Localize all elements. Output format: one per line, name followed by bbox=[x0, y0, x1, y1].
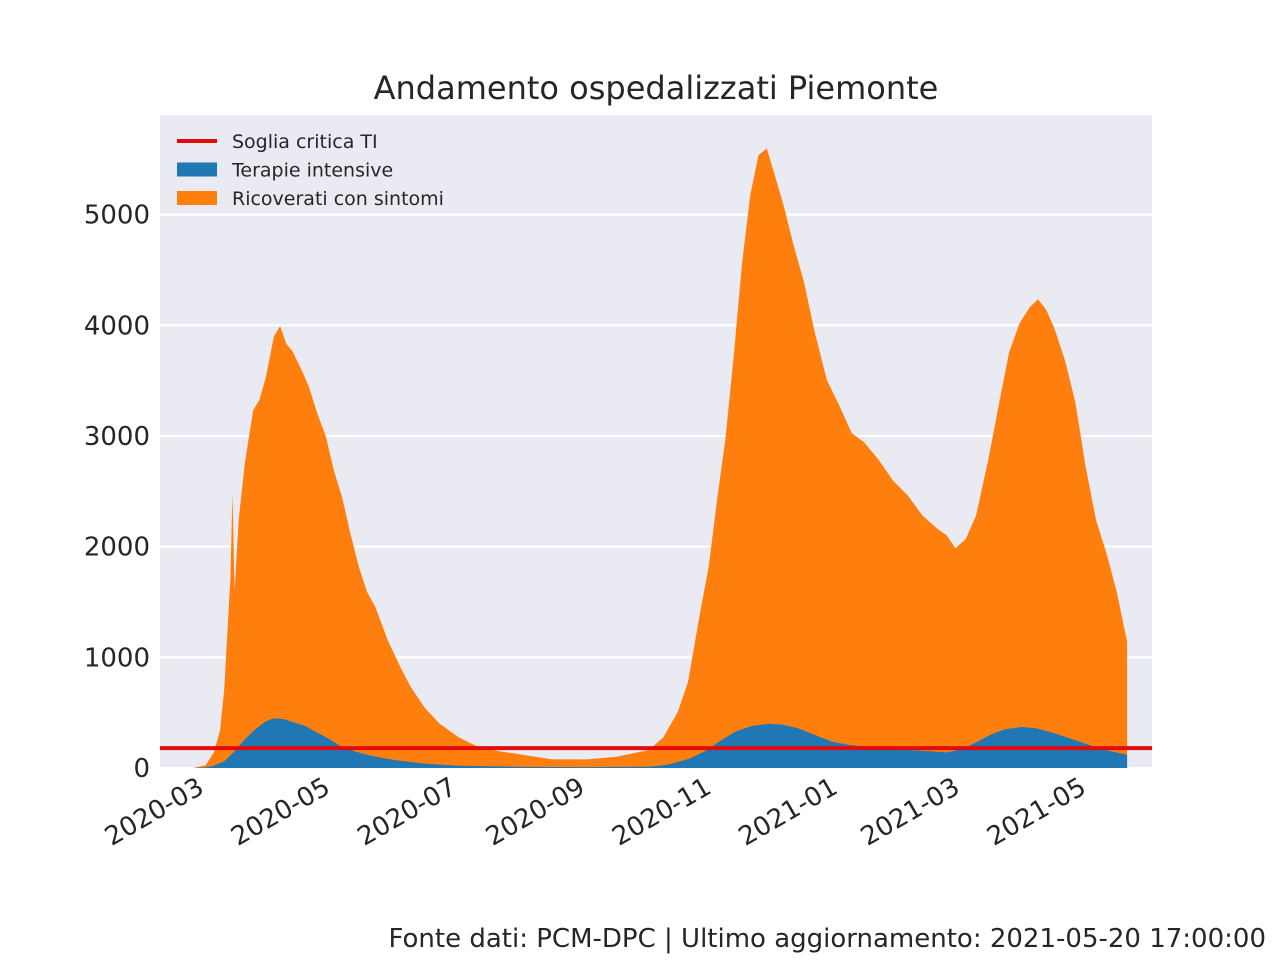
y-axis: 0 1000 2000 3000 4000 5000 bbox=[84, 201, 150, 784]
areas bbox=[193, 148, 1128, 768]
x-tick-label: 2021-05 bbox=[982, 772, 1091, 852]
y-tick-label: 5000 bbox=[84, 201, 150, 231]
x-axis: 2020-03 2020-05 2020-07 2020-09 2020-11 2021-… bbox=[100, 772, 1091, 852]
x-tick-label: 2020-07 bbox=[353, 772, 462, 852]
y-tick-label: 4000 bbox=[84, 311, 150, 341]
legend-ricoverati-swatch bbox=[177, 191, 217, 205]
x-tick-label: 2021-01 bbox=[734, 772, 843, 852]
x-tick-label: 2021-03 bbox=[856, 772, 965, 852]
x-tick-label: 2020-03 bbox=[100, 772, 209, 852]
x-tick-label: 2020-05 bbox=[226, 772, 335, 852]
series-area-terapie bbox=[193, 718, 1128, 768]
y-tick-label: 1000 bbox=[84, 643, 150, 673]
x-tick-label: 2020-09 bbox=[481, 772, 590, 852]
legend-soglia-label: Soglia critica TI bbox=[232, 131, 378, 153]
source-footer: Fonte dati: PCM-DPC | Ultimo aggiornamen… bbox=[388, 924, 1267, 954]
legend-terapie-swatch bbox=[177, 162, 217, 177]
y-tick-label: 2000 bbox=[84, 533, 150, 563]
y-tick-label: 3000 bbox=[84, 422, 150, 452]
series-area-ricoverati bbox=[193, 148, 1128, 768]
legend-ricoverati-label: Ricoverati con sintomi bbox=[232, 188, 444, 210]
chart-title: Andamento ospedalizzati Piemonte bbox=[374, 69, 939, 107]
x-tick-label: 2020-11 bbox=[607, 772, 716, 852]
legend-terapie-label: Terapie intensive bbox=[231, 160, 393, 182]
legend: Soglia critica TI Terapie intensive Ricove… bbox=[177, 131, 444, 210]
y-tick-label: 0 bbox=[133, 754, 150, 784]
